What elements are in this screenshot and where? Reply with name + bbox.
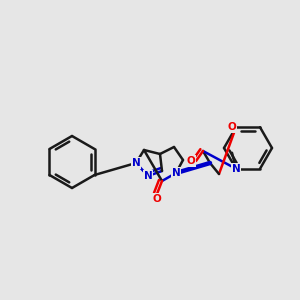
Text: O: O — [228, 122, 236, 132]
Text: N: N — [232, 164, 240, 174]
Text: N: N — [132, 158, 140, 168]
Text: N: N — [172, 168, 180, 178]
Text: N: N — [172, 168, 180, 178]
Text: O: O — [153, 194, 161, 204]
Text: O: O — [187, 156, 195, 166]
Text: N: N — [144, 171, 152, 181]
